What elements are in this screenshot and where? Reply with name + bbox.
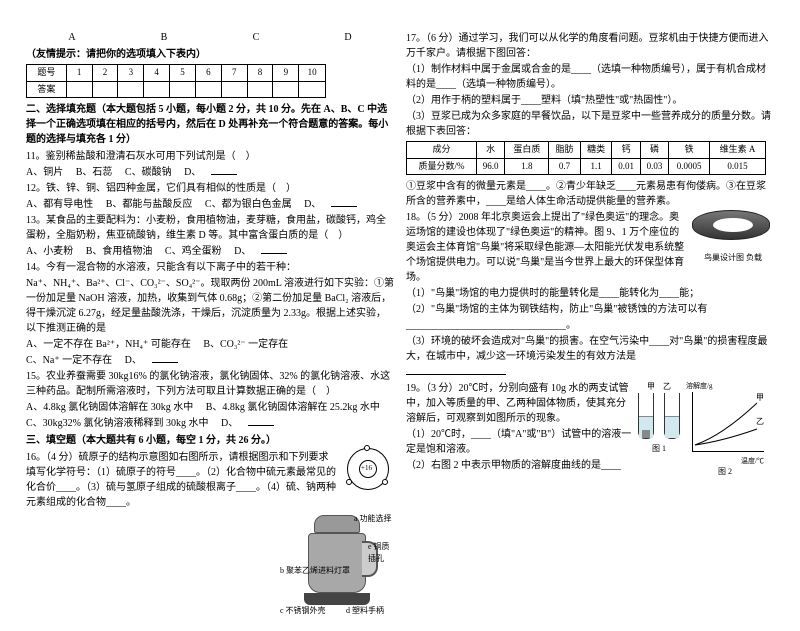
right-column: 17。（6 分）通过学习，我们可以从化学的角度看问题。豆浆机由于快捷方便而进入万…	[400, 30, 780, 555]
axis-y-label: 溶解度/g	[686, 381, 764, 392]
abcd-row: A B C D	[26, 30, 394, 45]
q15-stem: 15。农业养蚕需要 30kg16% 的氯化钠溶液，氯化钠固体、32% 的氯化钠溶…	[26, 369, 394, 399]
q12-opts: A、都有导电性 B、都能与盐酸反应 C、都为银白色金属 D、	[26, 197, 394, 212]
section-3-title: 三、填空题（本大题共有 6 小题，每空 1 分，共 26 分。）	[26, 433, 394, 448]
atom-charge: +16	[361, 463, 372, 474]
q18-l3: （3）环境的破坏会造成对"鸟巢"的损害。在空气污染中____对"鸟巢"的损害程度…	[406, 334, 774, 364]
atom-diagram: +16	[342, 450, 394, 496]
q19-figure: 甲 乙 图 1 溶解度/g 甲 乙 温度/℃ 图 2	[634, 381, 774, 471]
q18-l1: （1）"鸟巢"场馆的电力提供时的能量转化是____能转化为____能；	[406, 286, 774, 301]
q17-stem: 17。（6 分）通过学习，我们可以从化学的角度看问题。豆浆机由于快捷方便而进入万…	[406, 31, 774, 61]
birdnest-figure: 鸟巢设计图 负载	[692, 210, 774, 280]
q14-opts: A、一定不存在 Ba²⁺，NH₄⁺ 可能存在 B、CO₃²⁻ 一定存在	[26, 337, 394, 352]
fig1-label: 图 1	[634, 443, 684, 455]
q16-stem: 16。（4 分）硫原子的结构示意图如右图所示，请根据图示和下列要求填写化学符号：…	[26, 450, 394, 510]
q18-blank: ________________________________。	[406, 318, 774, 333]
label-d: d 塑料手柄	[346, 605, 384, 617]
q13-stem: 13。某食品的主要配料为：小麦粉，食用植物油，麦芽糖，食用盐，碳酸钙，鸡全蛋粉，…	[26, 213, 394, 243]
q11-stem: 11。鉴别稀盐酸和澄清石灰水可用下列试剂是（ ）	[26, 149, 394, 164]
q14-stem-a: 14。今有一混合物的水溶液，只能含有以下离子中的若干种：	[26, 260, 394, 275]
q17b-l1: ①豆浆中含有的微量元素是____。②青少年缺乏____元素易患有佝偻病。③在豆浆…	[406, 179, 774, 209]
q17-l2: （2）用作于柄的塑料属于____塑料（填"热塑性"或"热固性"）。	[406, 93, 774, 108]
q13-opts: A、小麦粉 B、食用植物油 C、鸡全蛋粉 D、	[26, 244, 394, 259]
choice-c: C	[219, 30, 293, 45]
q14-ions: Na⁺、NH₄⁺、Ba²⁺、Cl⁻、CO₃²⁻、SO₄²⁻。现取两份 200mL…	[26, 276, 394, 336]
fig2-label: 图 2	[686, 466, 764, 478]
choice-a: A	[35, 30, 109, 45]
soymilk-diagram: a 功能选择 b 聚苯乙烯进料灯罩 c 不锈钢外壳 d 塑料手柄 e 铜质插孔	[284, 511, 394, 631]
q18-l2: （2）"鸟巢"场馆的主体为钢铁结构，防止"鸟巢"被锈蚀的方法可以有	[406, 302, 774, 317]
label-e: e 铜质插孔	[368, 541, 394, 565]
choice-b: B	[127, 30, 201, 45]
label-c: c 不锈钢外壳	[280, 605, 326, 617]
label-a: a 功能选择	[354, 513, 392, 525]
q17-l3: （3）豆浆已成为众多家庭的早餐饮品，以下是豆浆中一些营养成分的质量分数。请根据下…	[406, 109, 774, 139]
q17-l1: （1）制作材料中属于金属或合金的是____（选填一种物质编号），属于有机合成材料…	[406, 62, 774, 92]
q11-opts: A、铜片 B、石蕊 C、碳酸钠 D、	[26, 165, 394, 180]
q15-opts: A、4.8kg 氯化钠固体溶解在 30kg 水中 B、4.8kg 氯化钠固体溶解…	[26, 400, 394, 415]
answer-table: 题号 1 2 3 4 5 6 7 8 9 10 答案	[26, 64, 326, 98]
axis-x-label: 温度/℃	[686, 456, 764, 467]
birdnest-caption: 鸟巢设计图 负载	[692, 252, 774, 264]
nutrition-table: 成分 水 蛋白质 脂肪 糖类 钙 磷 铁 维生素 A 质量分数/% 96.0 1…	[406, 141, 766, 175]
friendly-hint: （友情提示：请把你的选项填入下表内）	[26, 47, 394, 62]
section-2-title: 二、选择填充题（本大题包括 5 小题，每小题 2 分，共 10 分。先在 A、B…	[26, 102, 394, 147]
ans-row-label-b: 答案	[27, 81, 67, 98]
q12-stem: 12。铁、锌、铜、铝四种金属，它们具有相似的性质是（ ）	[26, 181, 394, 196]
ans-row-label: 题号	[27, 65, 67, 82]
choice-d: D	[311, 30, 385, 45]
left-column: A B C D （友情提示：请把你的选项填入下表内） 题号 1 2 3 4 5 …	[20, 30, 400, 555]
label-b: b 聚苯乙烯进料灯罩	[280, 565, 350, 577]
